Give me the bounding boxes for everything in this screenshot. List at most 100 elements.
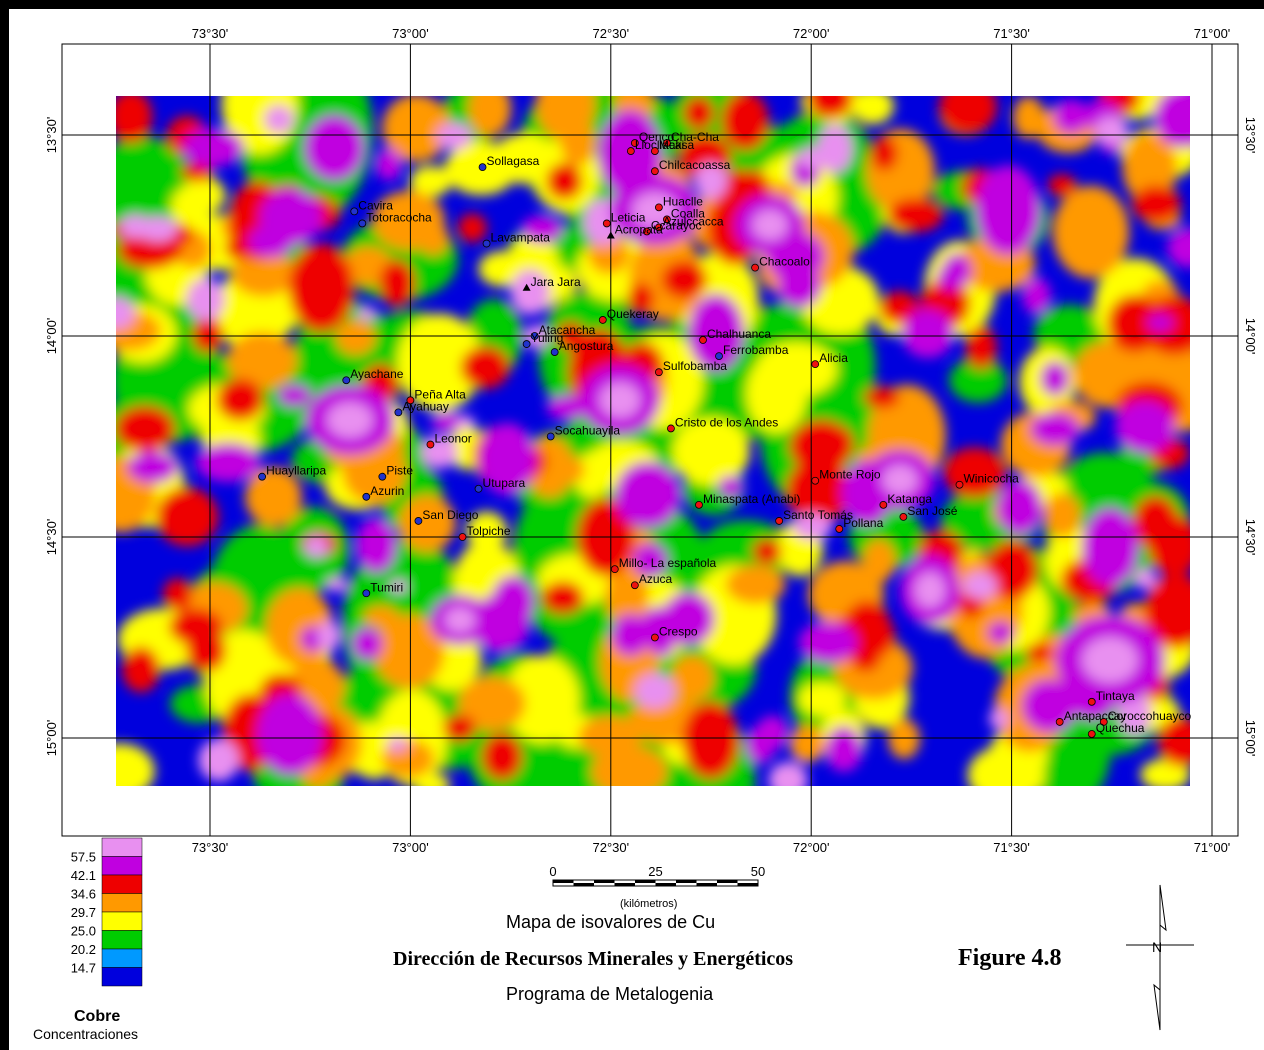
site-label: Huayllaripa bbox=[266, 464, 326, 478]
lat-tick-right: 14°00' bbox=[1243, 318, 1258, 355]
site-marker bbox=[522, 283, 531, 291]
site-marker bbox=[775, 517, 784, 525]
site-label: Tintaya bbox=[1096, 689, 1135, 703]
lon-tick-top: 72°00' bbox=[793, 26, 830, 41]
site-label: Pollana bbox=[843, 516, 883, 530]
site-marker bbox=[1099, 718, 1108, 726]
lat-tick-left: 14°00' bbox=[44, 318, 59, 355]
site-marker bbox=[394, 408, 403, 417]
lat-tick-left: 13°30' bbox=[44, 117, 59, 154]
site-marker bbox=[258, 472, 267, 481]
site-label: Sollagasa bbox=[487, 154, 540, 168]
site-marker bbox=[342, 376, 351, 385]
site-label: Millo- La española bbox=[619, 556, 717, 570]
lon-tick-bottom: 71°30' bbox=[993, 840, 1030, 855]
lat-tick-left: 15°00' bbox=[44, 720, 59, 757]
legend-label: 14.7 bbox=[71, 961, 96, 976]
copper-concentration-surface bbox=[116, 96, 1190, 786]
site-marker bbox=[626, 147, 635, 155]
legend-label: 25.0 bbox=[71, 924, 96, 939]
lat-tick-right: 15°00' bbox=[1243, 720, 1258, 757]
lon-tick-bottom: 73°00' bbox=[392, 840, 429, 855]
legend-swatch bbox=[101, 837, 143, 857]
left-border bbox=[0, 0, 9, 1050]
site-label: Acropata bbox=[615, 223, 663, 237]
site-marker bbox=[663, 139, 671, 147]
site-label: Quekeray bbox=[607, 307, 659, 321]
legend-title: Cobre bbox=[74, 1008, 121, 1025]
site-label: Sulfobamba bbox=[663, 359, 727, 373]
mineral-sites: QencoCha-ChaLlocllacasaMakiChilcacoassaS… bbox=[258, 130, 1191, 738]
lat-tick-left: 14°30' bbox=[44, 519, 59, 556]
site-marker bbox=[650, 167, 659, 176]
top-border bbox=[0, 0, 1264, 9]
site-label: Angostura bbox=[559, 339, 614, 353]
site-marker bbox=[522, 340, 531, 348]
legend-swatch bbox=[101, 856, 143, 876]
site-marker bbox=[606, 231, 615, 239]
site-marker bbox=[899, 513, 908, 521]
legend-swatches: 57.5 42.1 34.6 29.7 25.0 20.2 14.7 bbox=[71, 837, 143, 987]
site-marker bbox=[630, 139, 639, 147]
site-marker bbox=[546, 432, 555, 441]
legend-swatch bbox=[101, 967, 143, 987]
site-label: Quechua bbox=[1096, 721, 1145, 735]
scale-label: 25 bbox=[648, 864, 662, 879]
site-label: Jara Jara bbox=[531, 275, 581, 289]
site-label: Alicia bbox=[819, 351, 848, 365]
site-label: Cha-Cha bbox=[671, 130, 719, 144]
site-marker bbox=[478, 163, 487, 172]
site-marker bbox=[715, 352, 723, 361]
legend-label: 57.5 bbox=[71, 850, 96, 865]
lon-tick-top: 73°30' bbox=[192, 26, 229, 41]
site-label: Chacoalo bbox=[759, 255, 810, 269]
site-label: Ferrobamba bbox=[723, 343, 789, 357]
site-marker bbox=[630, 581, 639, 590]
site-marker bbox=[695, 500, 703, 509]
site-label: Socahuayila bbox=[555, 424, 621, 438]
site-marker bbox=[610, 565, 619, 574]
site-label: Monte Rojo bbox=[819, 468, 881, 482]
lon-tick-bottom: 72°30' bbox=[592, 840, 629, 855]
site-marker bbox=[602, 219, 611, 228]
site-label: Yuling bbox=[531, 331, 564, 345]
scale-label: 0 bbox=[549, 864, 556, 879]
site-label: Cristo de los Andes bbox=[675, 415, 778, 429]
legend-label: 20.2 bbox=[71, 942, 96, 957]
site-label: Leonor bbox=[434, 432, 471, 446]
site-marker bbox=[550, 348, 559, 356]
site-marker bbox=[667, 424, 675, 433]
lon-tick-bottom: 71°00' bbox=[1194, 840, 1231, 855]
institution-title: Dirección de Recursos Minerales y Energé… bbox=[393, 948, 794, 970]
site-label: Minaspata (Anabi) bbox=[703, 492, 800, 506]
site-label: Piste bbox=[386, 464, 413, 478]
site-label: Coalla bbox=[671, 206, 705, 220]
scale-unit: (kilómetros) bbox=[620, 898, 678, 910]
site-marker bbox=[362, 492, 371, 501]
site-label: Santo Tomás bbox=[783, 508, 853, 522]
site-marker bbox=[362, 589, 371, 598]
site-label: Utupara bbox=[483, 476, 526, 490]
legend-label: 42.1 bbox=[71, 868, 96, 883]
program-title: Programa de Metalogenia bbox=[506, 984, 714, 1004]
graticule bbox=[62, 44, 1238, 836]
legend-swatch bbox=[101, 948, 143, 968]
site-label: Lavampata bbox=[491, 231, 551, 245]
site-marker bbox=[1087, 697, 1096, 706]
site-label: Azulccacca bbox=[663, 214, 724, 228]
legend-label: 34.6 bbox=[71, 887, 96, 902]
site-marker bbox=[358, 219, 367, 228]
legend-label: 29.7 bbox=[71, 905, 96, 920]
legend-swatch bbox=[101, 930, 143, 950]
svg-text:N: N bbox=[1152, 939, 1162, 955]
site-label: Tolpiche bbox=[467, 524, 511, 538]
site-label: Tumiri bbox=[370, 580, 403, 594]
site-marker bbox=[663, 215, 671, 224]
site-marker bbox=[482, 239, 491, 248]
site-marker bbox=[598, 316, 607, 324]
site-marker bbox=[811, 360, 820, 369]
site-label: Azurin bbox=[370, 484, 404, 498]
site-label: Maki bbox=[659, 138, 684, 152]
site-marker bbox=[811, 476, 820, 485]
